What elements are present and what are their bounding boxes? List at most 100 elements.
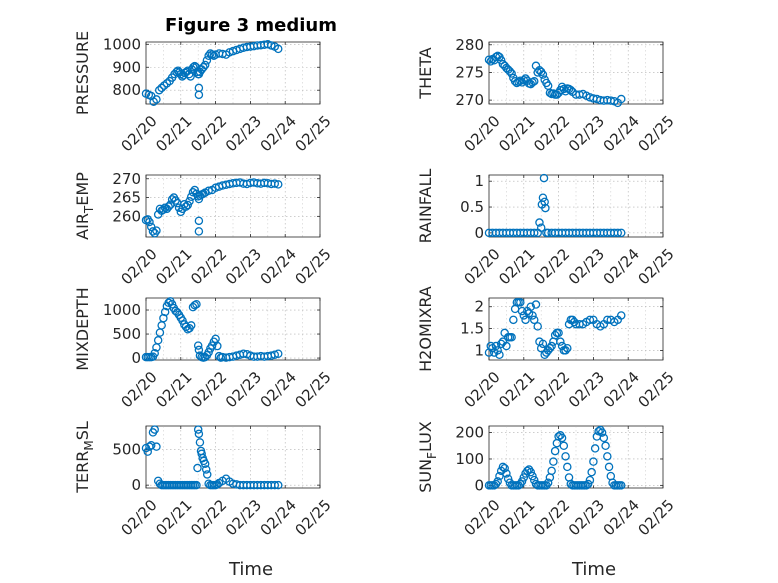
data-point-theta [514, 77, 523, 87]
data-point-sun_flux [500, 463, 509, 473]
data-point-sun_flux [599, 433, 609, 443]
y-axis-label-rainfall: RAINFALL [416, 169, 435, 244]
x-tick-label: 02/25 [291, 245, 334, 288]
data-point-sun_flux [517, 477, 527, 486]
data-point-rainfall [540, 197, 549, 207]
data-point-sun_flux [502, 469, 511, 478]
data-point-sun_flux [550, 446, 560, 456]
y-axis-label-theta: THETA [416, 47, 435, 99]
data-point-sun_flux [547, 466, 556, 476]
y-tick-label: 280 [455, 36, 484, 54]
data-point-air_temp [270, 179, 280, 188]
y-axis-label-tail: SL [73, 421, 92, 440]
x-tick-label: 02/20 [460, 112, 503, 155]
x-axis-label-right: Time [571, 559, 616, 580]
y-axis-label-main: TERR [73, 451, 92, 494]
x-tick-label: 02/20 [460, 245, 503, 288]
y-axis-label-main: MIXDEPTH [73, 287, 92, 370]
data-point-h2omixra [491, 341, 501, 351]
x-tick-label: 02/24 [257, 496, 300, 539]
y-axis-label-mixdepth: MIXDEPTH [73, 287, 92, 370]
data-point-air_temp [152, 226, 161, 235]
data-point-h2omixra [538, 339, 548, 349]
x-tick-label: 02/25 [634, 245, 677, 288]
data-point-terr_msl [200, 459, 210, 469]
x-tick-label: 02/23 [222, 496, 265, 539]
data-point-pressure [273, 44, 283, 54]
data-point-mixdepth [160, 307, 170, 317]
data-point-sun_flux [561, 452, 570, 461]
x-tick-label: 02/23 [565, 496, 608, 539]
axes-frame-rainfall [488, 174, 664, 238]
axes-frame-terr_msl [145, 425, 321, 489]
data-point-sun_flux [587, 467, 596, 477]
data-point-sun_flux [526, 467, 536, 477]
x-tick-label: 02/24 [600, 112, 643, 155]
data-point-h2omixra [521, 315, 530, 325]
data-point-terr_msl [193, 425, 203, 434]
x-tick-label: 02/22 [187, 496, 230, 539]
data-point-pressure [202, 56, 212, 65]
data-point-theta [484, 55, 494, 64]
data-point-sun_flux [583, 479, 593, 489]
data-point-h2omixra [526, 302, 536, 311]
data-point-terr_msl [201, 465, 211, 474]
x-tick-label: 02/20 [117, 112, 160, 155]
x-tick-label: 02/24 [600, 368, 643, 411]
data-point-mixdepth [213, 341, 222, 351]
data-point-theta [528, 78, 537, 87]
data-point-h2omixra [516, 298, 525, 307]
x-tick-label: 02/22 [187, 112, 230, 155]
x-tick-label: 02/25 [634, 368, 677, 411]
x-tick-label: 02/25 [291, 496, 334, 539]
data-point-theta [566, 85, 576, 95]
data-point-mixdepth [207, 341, 217, 350]
y-tick-label: 1000 [103, 301, 141, 319]
data-point-h2omixra [529, 315, 539, 325]
data-point-rainfall [541, 203, 550, 213]
x-tick-label: 02/21 [152, 112, 195, 155]
data-point-h2omixra [563, 343, 572, 353]
figure-title: Figure 3 medium [165, 15, 337, 36]
y-axis-label-air_temp: AIRTEMP [73, 172, 96, 240]
y-tick-label: 0 [131, 476, 141, 494]
x-tick-label: 02/20 [117, 368, 160, 411]
data-point-air_temp [194, 216, 204, 226]
x-tick-label: 02/25 [291, 368, 334, 411]
y-axis-label-sun_flux: SUNFLUX [416, 421, 439, 493]
data-point-h2omixra [495, 350, 504, 360]
x-tick-label: 02/24 [257, 112, 300, 155]
axes-frame-sun_flux [488, 425, 664, 489]
x-tick-label: 02/20 [460, 496, 503, 539]
data-point-sun_flux [493, 477, 502, 486]
data-point-sun_flux [549, 457, 558, 466]
y-axis-label-subscript: T [82, 205, 96, 214]
y-axis-label-main: AIR [73, 213, 92, 240]
data-point-sun_flux [590, 444, 600, 453]
data-point-rainfall [613, 228, 623, 238]
data-point-sun_flux [604, 462, 614, 472]
data-point-rainfall [539, 173, 549, 183]
data-point-h2omixra [528, 311, 537, 320]
data-point-theta [529, 77, 539, 86]
data-point-terr_msl [194, 429, 204, 439]
x-tick-label: 02/24 [257, 368, 300, 411]
data-point-pressure [154, 85, 164, 95]
x-tick-label: 02/24 [600, 245, 643, 288]
x-tick-label: 02/21 [152, 245, 195, 288]
data-point-pressure [209, 51, 219, 61]
data-point-terr_msl [152, 442, 161, 451]
y-tick-label: 0 [474, 224, 484, 242]
data-point-h2omixra [507, 333, 516, 342]
data-point-sun_flux [585, 475, 595, 485]
data-point-terr_msl [143, 447, 152, 456]
data-point-h2omixra [616, 311, 626, 320]
data-point-sun_flux [616, 481, 626, 490]
y-tick-label: 2 [474, 298, 484, 316]
